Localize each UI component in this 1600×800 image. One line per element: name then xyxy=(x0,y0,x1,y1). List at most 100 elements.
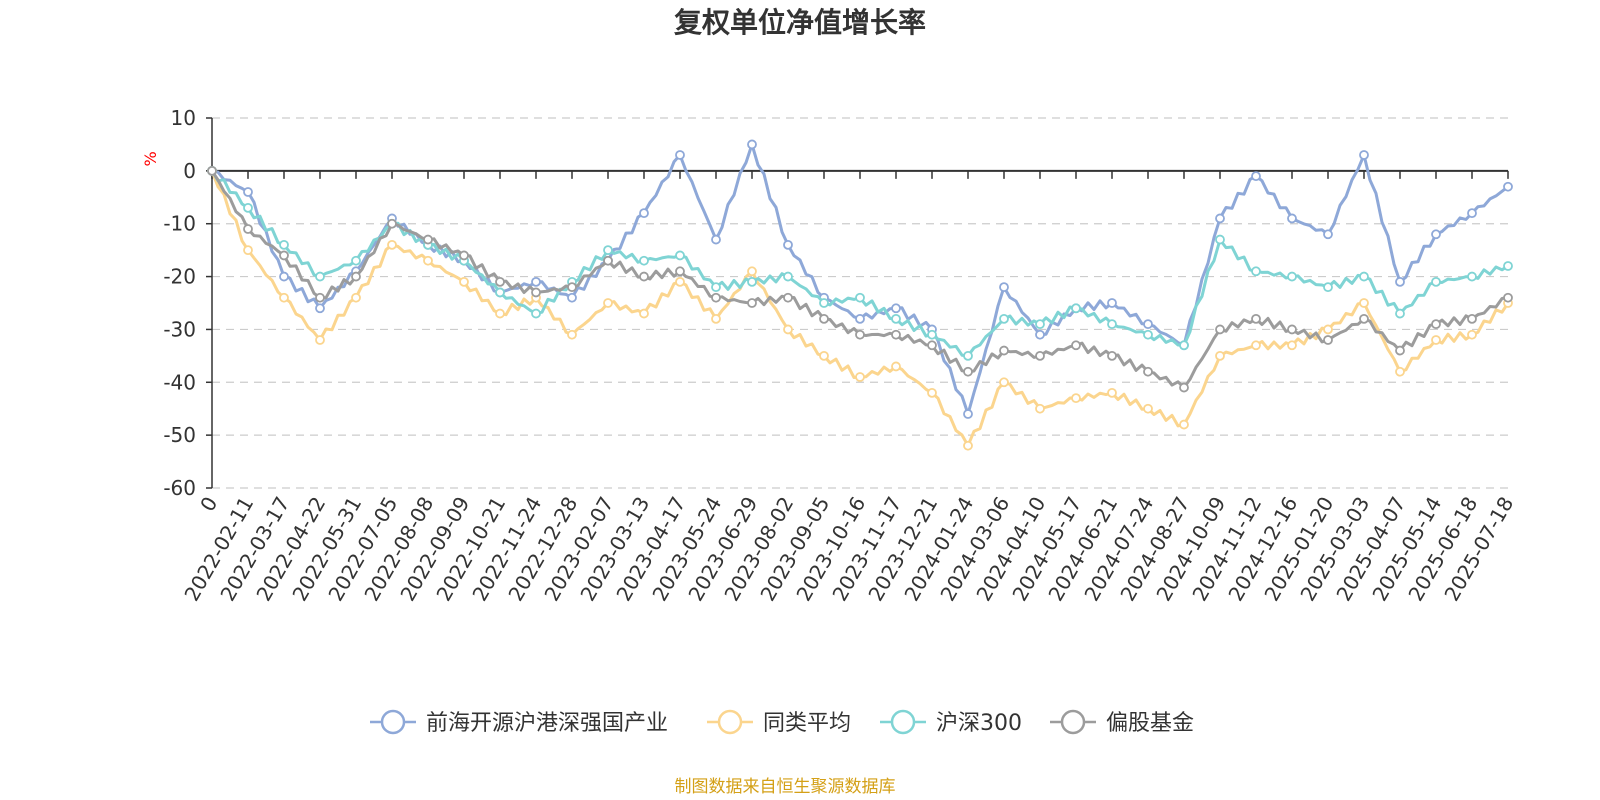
data-point xyxy=(207,165,217,176)
chart-title: 复权单位净值增长率 xyxy=(674,6,926,39)
data-point xyxy=(531,276,541,287)
data-point xyxy=(423,255,433,266)
data-point xyxy=(1467,313,1477,324)
data-point xyxy=(1143,403,1153,414)
series-line-2 xyxy=(210,170,1509,358)
data-point xyxy=(675,250,685,261)
legend-marker xyxy=(890,709,916,735)
data-point xyxy=(531,308,541,319)
legend-item[interactable]: 同类平均 xyxy=(707,709,851,736)
data-point xyxy=(531,287,541,298)
data-point xyxy=(927,329,937,340)
data-point xyxy=(1395,276,1405,287)
data-point xyxy=(279,239,289,250)
data-point xyxy=(567,292,577,303)
data-point xyxy=(1107,319,1117,330)
data-point xyxy=(891,303,901,314)
data-point xyxy=(639,208,649,219)
data-point xyxy=(999,282,1009,293)
data-point xyxy=(1395,345,1405,356)
legend-item[interactable]: 前海开源沪港深强国产业 xyxy=(370,709,668,736)
data-point xyxy=(1287,340,1297,351)
y-tick-label: -30 xyxy=(163,317,196,341)
data-point xyxy=(783,239,793,250)
data-point xyxy=(351,255,361,266)
data-point xyxy=(603,255,613,266)
data-point xyxy=(423,234,433,245)
data-point xyxy=(747,139,757,150)
data-point xyxy=(1431,319,1441,330)
data-point xyxy=(747,266,757,277)
data-point xyxy=(783,324,793,335)
legend-label: 偏股基金 xyxy=(1106,711,1194,736)
data-point xyxy=(675,150,685,160)
legend-item[interactable]: 偏股基金 xyxy=(1050,709,1194,736)
data-point xyxy=(963,440,973,451)
data-point xyxy=(1323,282,1333,293)
data-point xyxy=(243,187,253,197)
data-point xyxy=(567,329,577,340)
data-point xyxy=(315,292,325,303)
data-point xyxy=(351,292,361,303)
y-axis-unit: % xyxy=(141,151,160,166)
data-point xyxy=(855,313,865,324)
data-point xyxy=(1251,266,1261,277)
data-point xyxy=(279,292,289,303)
data-point xyxy=(279,250,289,261)
data-point xyxy=(1467,329,1477,340)
legend-label: 沪深300 xyxy=(936,711,1022,736)
data-point xyxy=(1395,308,1405,319)
data-point xyxy=(819,313,829,324)
data-point xyxy=(1287,324,1297,335)
data-point xyxy=(999,345,1009,356)
data-point xyxy=(639,308,649,319)
y-axis-ticks: 10 0 -10 -20 -30 -40 -50 -60 xyxy=(163,106,212,500)
legend-label: 同类平均 xyxy=(763,711,851,736)
data-point xyxy=(603,245,613,256)
data-point xyxy=(1179,340,1189,351)
data-point xyxy=(1503,292,1513,303)
x-tick-label: 0 xyxy=(195,493,222,516)
data-point xyxy=(711,282,721,293)
data-point xyxy=(999,313,1009,324)
data-point xyxy=(1035,403,1045,414)
data-point xyxy=(459,250,469,261)
y-tick-label: -10 xyxy=(163,212,196,236)
data-point xyxy=(819,298,829,308)
legend-item[interactable]: 沪深300 xyxy=(880,709,1022,736)
data-point xyxy=(999,377,1009,388)
data-point xyxy=(819,350,829,361)
data-point xyxy=(711,313,721,324)
data-point xyxy=(783,271,793,282)
data-point xyxy=(1359,313,1369,324)
data-point xyxy=(1359,298,1369,308)
y-tick-label: -50 xyxy=(163,423,196,447)
data-point xyxy=(1359,150,1369,160)
data-point xyxy=(1431,229,1441,240)
source-note: 制图数据来自恒生聚源数据库 xyxy=(675,777,896,797)
data-point xyxy=(495,308,505,319)
y-tick-label: -60 xyxy=(163,476,196,500)
data-point xyxy=(1107,387,1117,398)
y-tick-label: -20 xyxy=(163,265,196,289)
data-point xyxy=(747,298,757,308)
data-point xyxy=(783,292,793,303)
data-point xyxy=(1287,271,1297,282)
data-point xyxy=(927,387,937,398)
data-point xyxy=(855,329,865,340)
data-point xyxy=(1503,261,1513,271)
data-point xyxy=(387,218,397,229)
series-lines xyxy=(207,139,1513,451)
data-point xyxy=(1467,208,1477,219)
data-point xyxy=(243,245,253,256)
y-tick-label: 10 xyxy=(171,106,196,130)
data-point xyxy=(387,239,397,250)
data-point xyxy=(279,271,289,282)
data-point xyxy=(927,340,937,351)
legend[interactable]: 前海开源沪港深强国产业 同类平均 沪深300 偏股基金 xyxy=(370,709,1194,736)
data-point xyxy=(1107,298,1117,308)
data-point xyxy=(891,329,901,340)
data-point xyxy=(1431,335,1441,345)
data-point xyxy=(1071,340,1081,351)
